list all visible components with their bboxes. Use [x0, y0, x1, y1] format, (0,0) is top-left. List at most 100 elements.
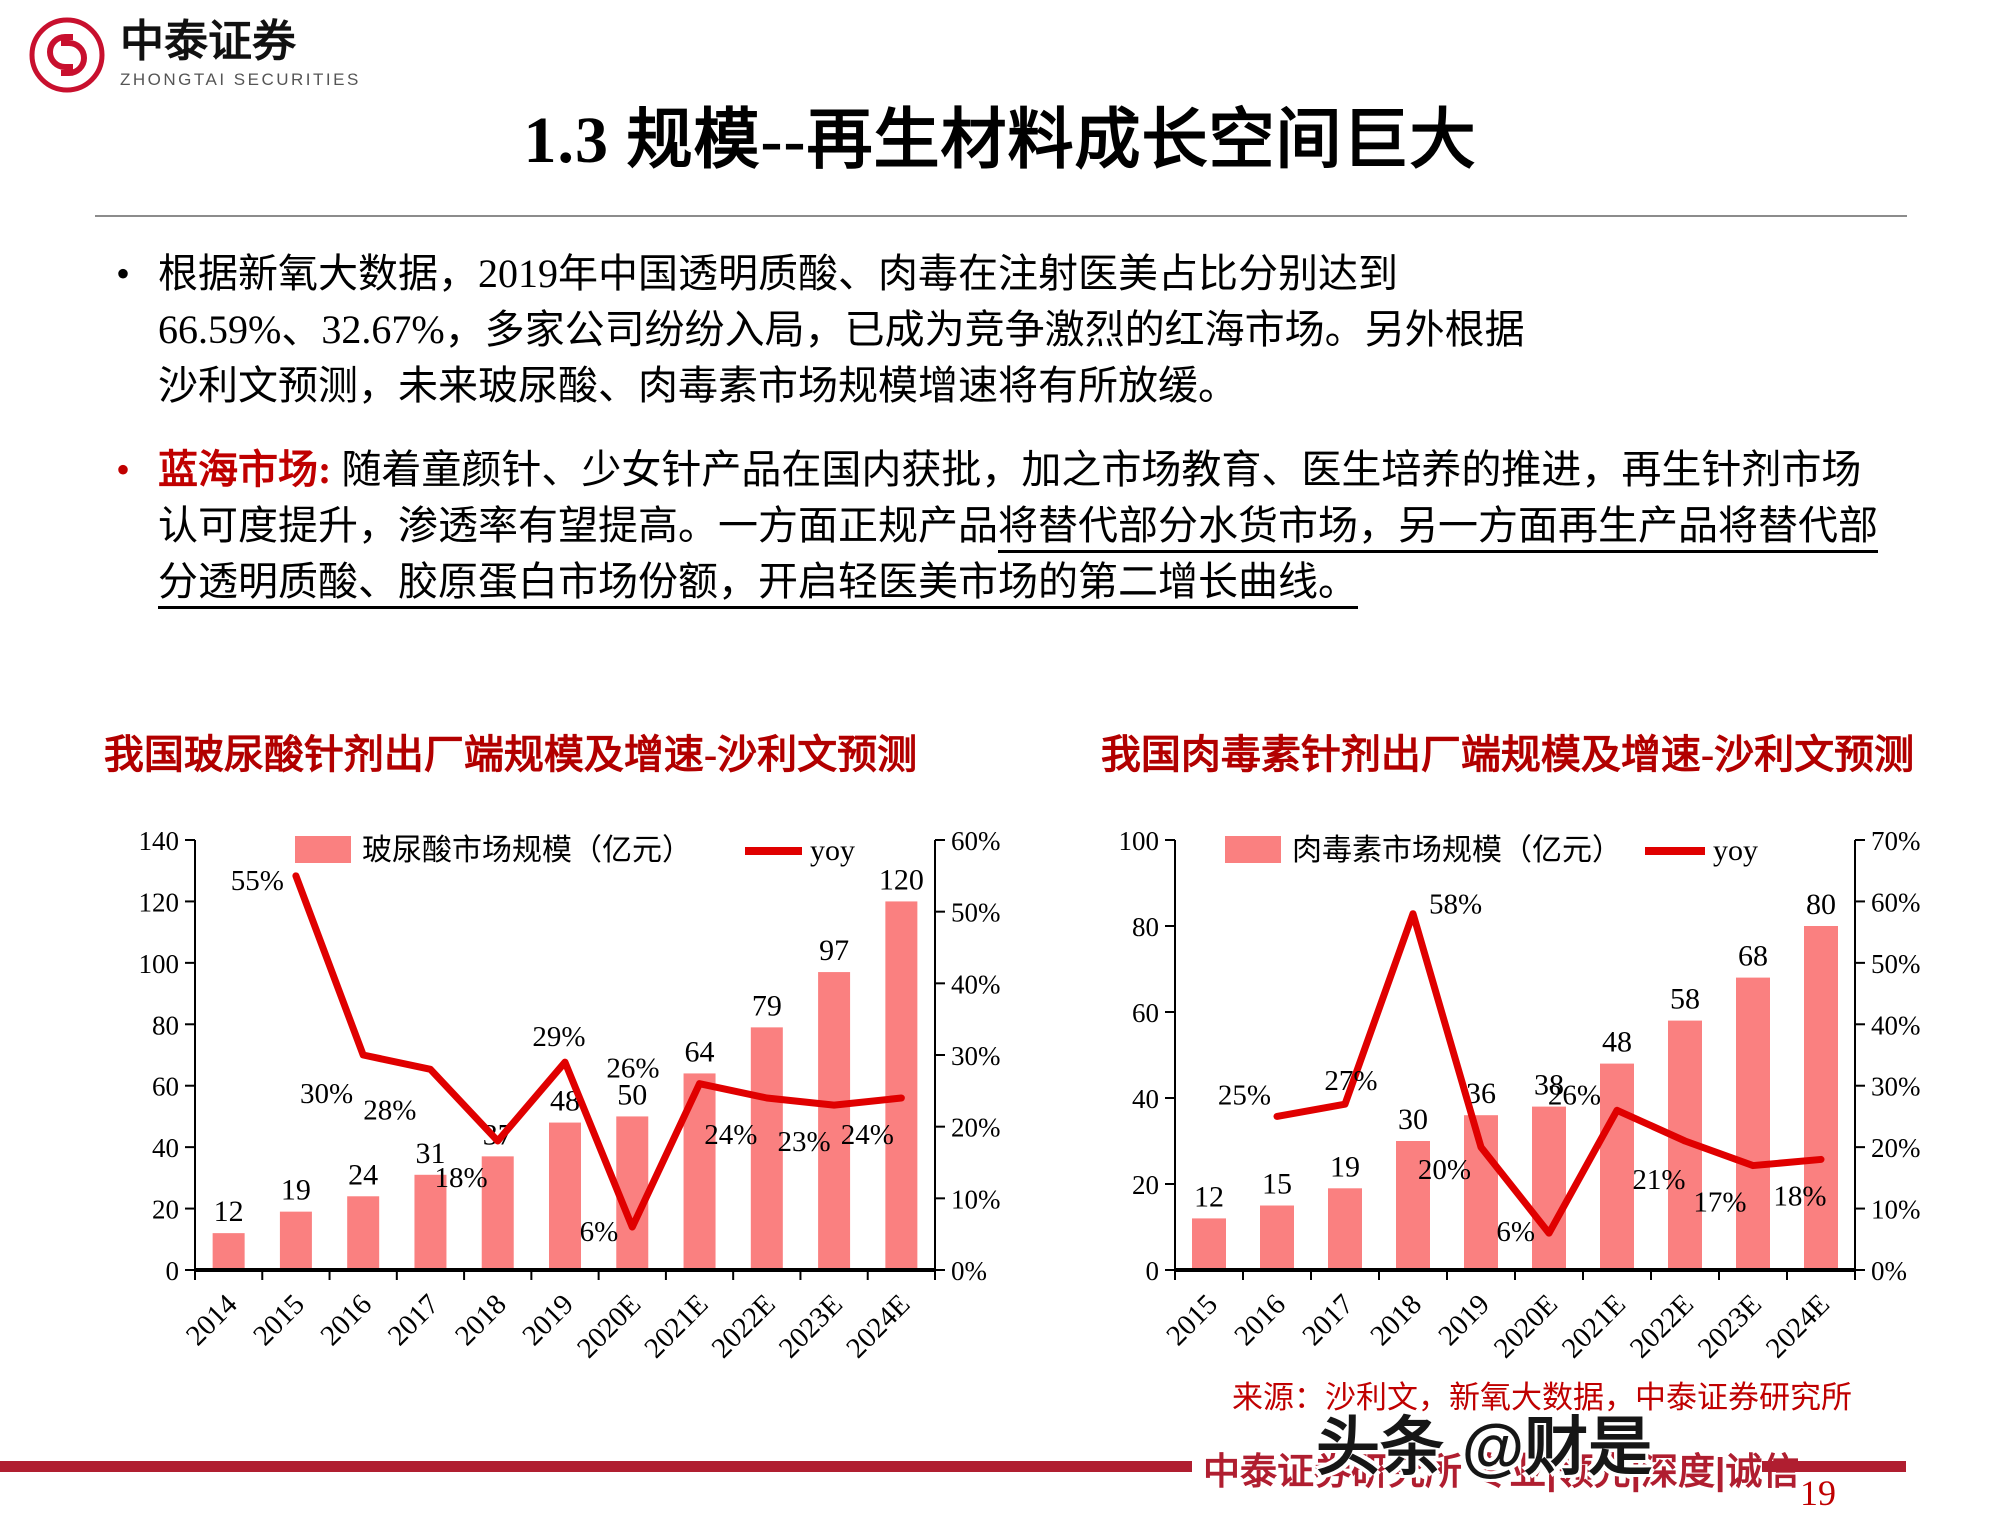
- source-note: 来源：沙利文，新氧大数据，中泰证券研究所: [1232, 1380, 1852, 1415]
- svg-text:15: 15: [1262, 1168, 1292, 1201]
- svg-text:12: 12: [1194, 1180, 1224, 1213]
- svg-text:60: 60: [152, 1072, 179, 1102]
- bullet-dot: •: [116, 251, 131, 296]
- bullet-list: • 根据新氧大数据，2019年中国透明质酸、肉毒在注射医美占比分别达到 66.5…: [116, 246, 1890, 638]
- svg-text:21%: 21%: [1632, 1164, 1685, 1196]
- svg-text:20: 20: [1132, 1170, 1159, 1200]
- svg-text:38: 38: [1534, 1069, 1564, 1102]
- svg-text:30: 30: [1398, 1103, 1428, 1136]
- brand-name: 中泰证券: [120, 17, 296, 66]
- svg-text:100: 100: [139, 949, 180, 979]
- svg-text:2017: 2017: [1296, 1288, 1360, 1352]
- svg-text:25%: 25%: [1218, 1079, 1271, 1111]
- bullet-text: 蓝海市场: 随着童颜针、少女针产品在国内获批，加之市场教育、医生培养的推进，再生…: [158, 442, 1890, 610]
- svg-text:40%: 40%: [951, 969, 1001, 999]
- footer-slogan: 中泰证券研究所 专业|领先|深度|诚信: [1203, 1451, 1800, 1492]
- svg-text:55%: 55%: [231, 865, 284, 897]
- svg-text:yoy: yoy: [810, 834, 855, 867]
- svg-text:肉毒素市场规模（亿元）: 肉毒素市场规模（亿元）: [1292, 834, 1622, 867]
- svg-text:30%: 30%: [1871, 1072, 1921, 1102]
- svg-text:玻尿酸市场规模（亿元）: 玻尿酸市场规模（亿元）: [362, 834, 692, 867]
- svg-text:12: 12: [214, 1195, 244, 1228]
- svg-text:2020E: 2020E: [1488, 1288, 1564, 1364]
- svg-text:2022E: 2022E: [706, 1288, 782, 1364]
- svg-text:6%: 6%: [580, 1216, 619, 1248]
- svg-text:2023E: 2023E: [773, 1288, 849, 1364]
- svg-text:6%: 6%: [1496, 1216, 1535, 1248]
- svg-text:2015: 2015: [1160, 1288, 1224, 1352]
- bullet-lead: 蓝海市场:: [158, 447, 342, 492]
- svg-text:26%: 26%: [606, 1053, 659, 1085]
- svg-text:50%: 50%: [1871, 949, 1921, 979]
- svg-text:24: 24: [348, 1158, 378, 1191]
- svg-text:20%: 20%: [1418, 1154, 1471, 1186]
- svg-text:yoy: yoy: [1713, 834, 1758, 867]
- svg-text:2016: 2016: [314, 1288, 378, 1352]
- svg-text:140: 140: [139, 826, 180, 856]
- svg-text:40: 40: [1132, 1084, 1159, 1114]
- svg-text:20%: 20%: [1871, 1133, 1921, 1163]
- svg-text:18%: 18%: [435, 1162, 488, 1194]
- svg-text:2021E: 2021E: [638, 1288, 714, 1364]
- svg-text:10%: 10%: [1871, 1195, 1921, 1225]
- svg-text:60%: 60%: [1871, 887, 1921, 917]
- svg-text:80: 80: [1806, 888, 1836, 921]
- svg-text:2024E: 2024E: [840, 1288, 916, 1364]
- page-number: 19: [1800, 1473, 1836, 1513]
- svg-text:68: 68: [1738, 940, 1768, 973]
- svg-text:80: 80: [1132, 912, 1159, 942]
- page-title: 1.3 规模--再生材料成长空间巨大: [523, 104, 1477, 177]
- svg-text:64: 64: [685, 1035, 715, 1068]
- bullet-text: 根据新氧大数据，2019年中国透明质酸、肉毒在注射医美占比分别达到 66.59%…: [158, 251, 1525, 408]
- svg-text:80: 80: [152, 1010, 179, 1040]
- svg-text:17%: 17%: [1693, 1187, 1746, 1219]
- svg-text:2016: 2016: [1228, 1288, 1292, 1352]
- svg-text:50: 50: [617, 1078, 647, 1111]
- brand-logo: 中泰证券 ZHONGTAI SECURITIES: [26, 14, 361, 96]
- svg-text:97: 97: [819, 934, 849, 967]
- svg-text:58: 58: [1670, 983, 1700, 1016]
- svg-text:60: 60: [1132, 998, 1159, 1028]
- svg-text:0: 0: [166, 1256, 180, 1286]
- svg-text:2018: 2018: [449, 1288, 513, 1352]
- svg-text:31: 31: [415, 1137, 445, 1170]
- svg-text:10%: 10%: [951, 1184, 1001, 1214]
- svg-text:19: 19: [281, 1174, 311, 1207]
- svg-text:2023E: 2023E: [1692, 1288, 1768, 1364]
- svg-text:24%: 24%: [841, 1119, 894, 1151]
- svg-text:0: 0: [1146, 1256, 1160, 1286]
- bullet-dot: •: [116, 447, 131, 492]
- svg-text:48: 48: [1602, 1026, 1632, 1059]
- watermark: 头条 @财是: [1316, 1411, 1653, 1483]
- bullet-item-market-data: • 根据新氧大数据，2019年中国透明质酸、肉毒在注射医美占比分别达到 66.5…: [116, 246, 1890, 414]
- svg-text:23%: 23%: [778, 1126, 831, 1158]
- svg-text:18%: 18%: [1773, 1180, 1826, 1212]
- svg-text:2015: 2015: [247, 1288, 311, 1352]
- bullet-body: 随着童颜针、少女针产品在国内获批，加之市场教育、医生培养的推进，再生针剂市场认可…: [158, 447, 1862, 548]
- svg-text:0%: 0%: [951, 1256, 987, 1286]
- svg-text:2024E: 2024E: [1760, 1288, 1836, 1364]
- svg-text:29%: 29%: [532, 1021, 585, 1053]
- title-divider: [95, 215, 1907, 217]
- bullet-item-blue-ocean: • 蓝海市场: 随着童颜针、少女针产品在国内获批，加之市场教育、医生培养的推进，…: [116, 442, 1890, 610]
- svg-text:50%: 50%: [951, 898, 1001, 928]
- brand-name-en: ZHONGTAI SECURITIES: [120, 70, 361, 89]
- bullet-underlined: 将替代部分水货市场，另一方面再生产品将替代部分透明质酸、胶原蛋白市场份额，开启轻…: [158, 503, 1878, 604]
- svg-text:2018: 2018: [1364, 1288, 1428, 1352]
- svg-text:40: 40: [152, 1133, 179, 1163]
- svg-text:30%: 30%: [951, 1041, 1001, 1071]
- svg-text:120: 120: [139, 887, 180, 917]
- svg-text:58%: 58%: [1429, 889, 1482, 921]
- svg-text:2022E: 2022E: [1624, 1288, 1700, 1364]
- svg-text:27%: 27%: [1324, 1065, 1377, 1097]
- svg-text:40%: 40%: [1871, 1010, 1921, 1040]
- svg-text:20: 20: [152, 1195, 179, 1225]
- svg-text:100: 100: [1119, 826, 1160, 856]
- svg-text:28%: 28%: [363, 1094, 416, 1126]
- svg-text:30%: 30%: [300, 1078, 353, 1110]
- svg-text:0%: 0%: [1871, 1256, 1907, 1286]
- hyaluronic-acid-chart: 0 20 40 60 80 100 120 140 0% 10% 20% 30% 40% 50% 60% 20…: [139, 826, 1001, 1364]
- svg-text:2020E: 2020E: [571, 1288, 647, 1364]
- svg-text:2014: 2014: [180, 1288, 244, 1352]
